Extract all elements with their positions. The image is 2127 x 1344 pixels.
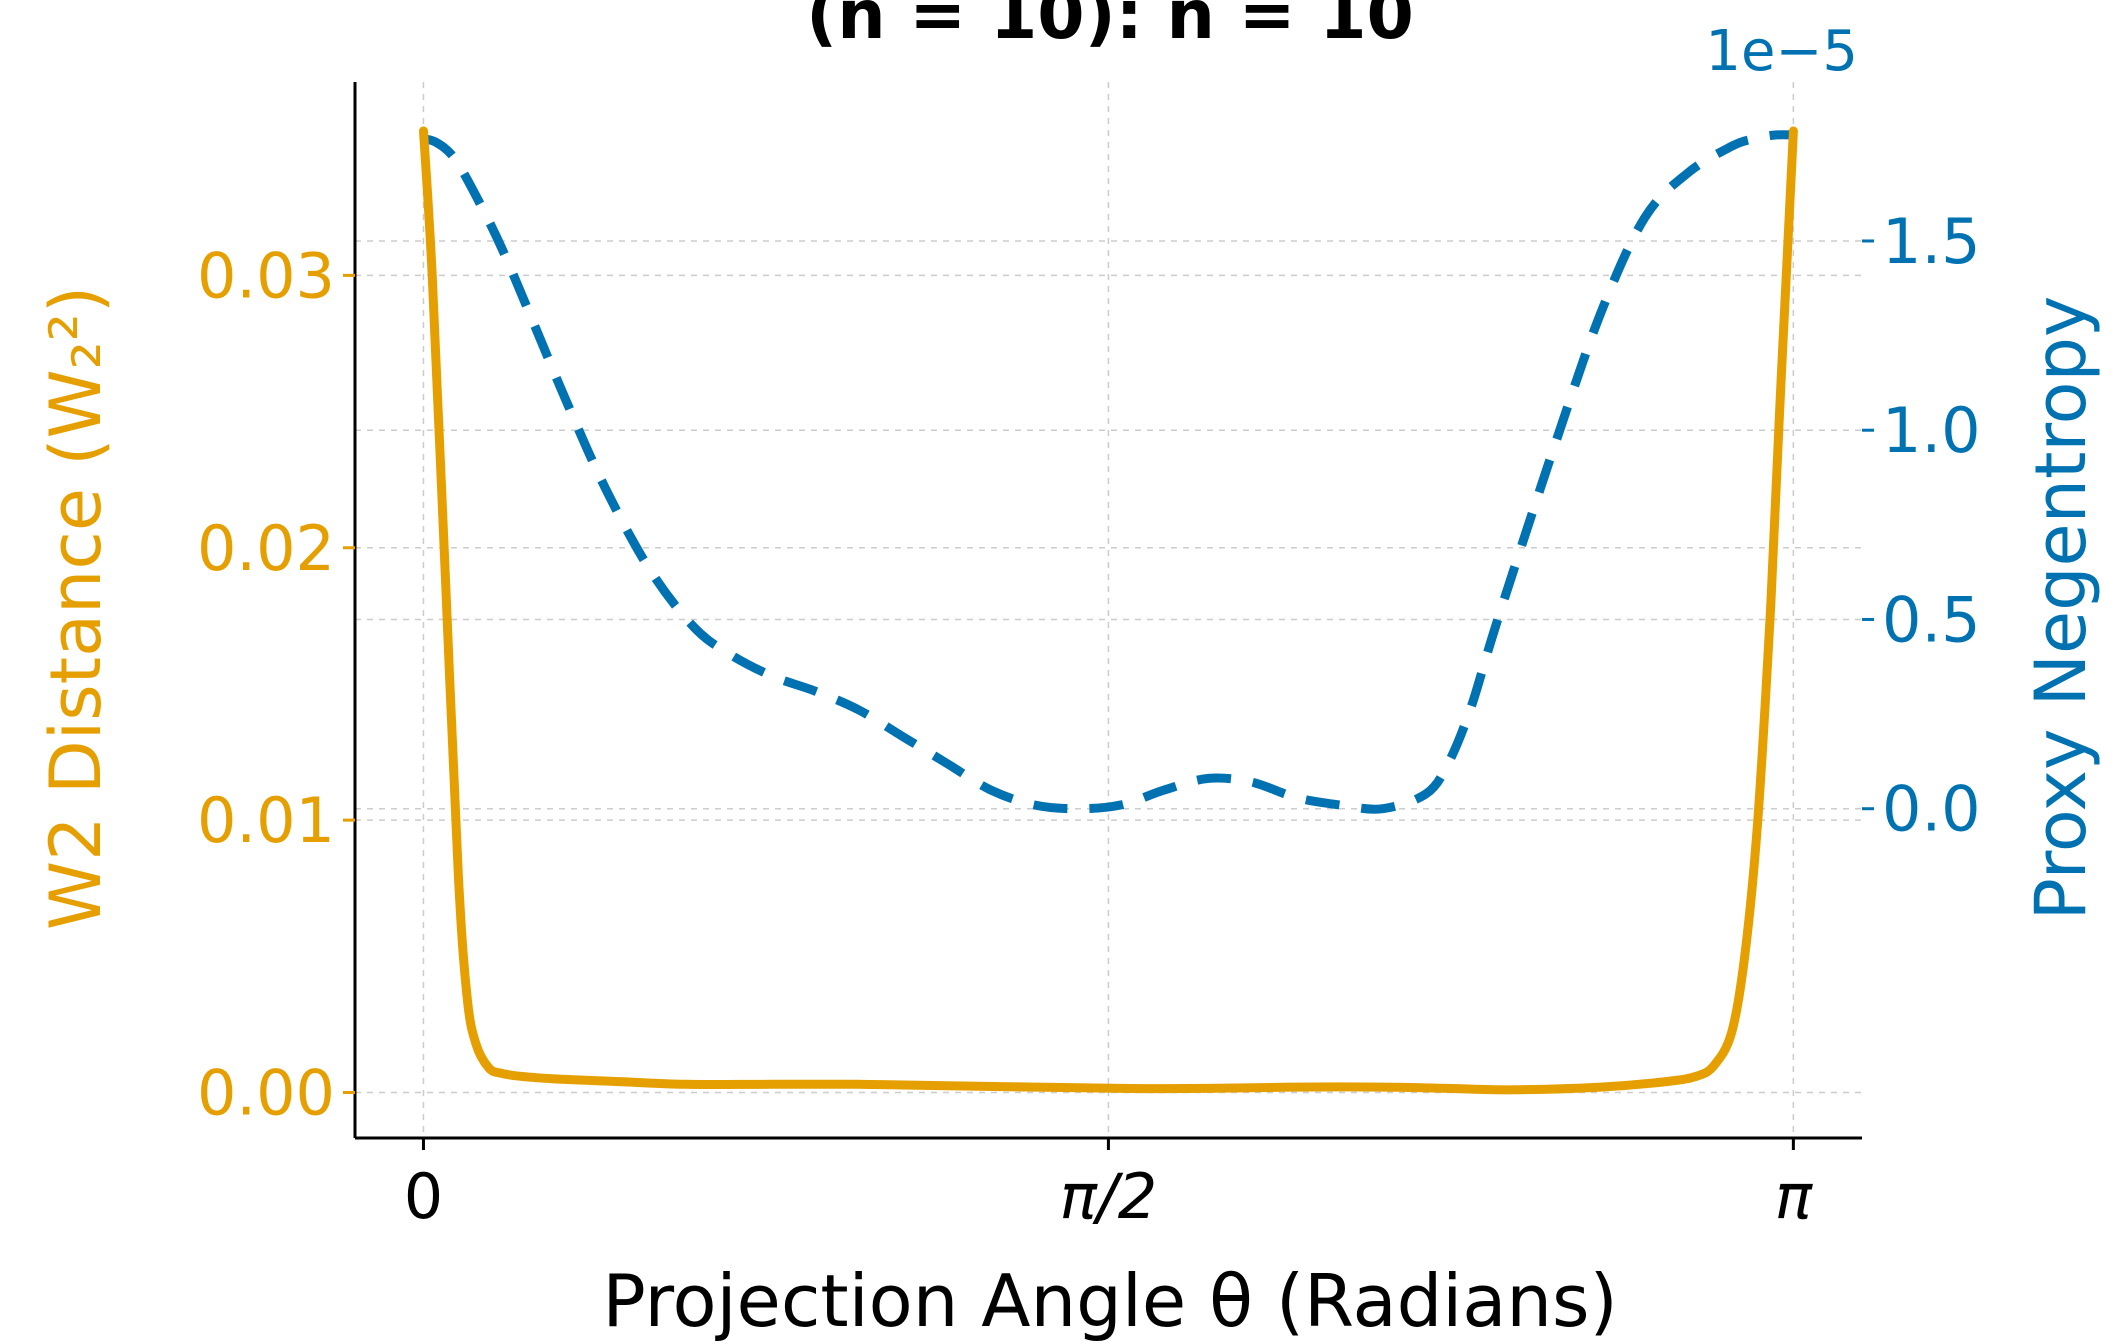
x-tick-label-1: π/2 [1060, 1160, 1158, 1233]
right-axis-multiplier: 1e−5 [1705, 19, 1858, 84]
grid [355, 82, 1862, 1138]
x-tick-label-0: 0 [404, 1160, 443, 1233]
y-axis-label-left: W2 Distance (W₂²) [35, 286, 117, 930]
proxy-negentropy-line [422, 130, 1794, 814]
x-axis-label: Projection Angle θ (Radians) [602, 1259, 1617, 1343]
y-axis-label-right: Proxy Negentropy [2020, 296, 2102, 921]
y-left-tick-label-2: 0.02 [197, 512, 335, 585]
y-left-tick-label-3: 0.03 [197, 239, 335, 312]
y-right-tick-label-2: 1.0 [1882, 394, 1981, 467]
y-right-tick-label-0: 0.0 [1882, 773, 1981, 846]
ticks: 0 π/2 π 0.00 0.01 0.02 0.03 0.0 0.5 1.0 1.5 [197, 205, 1981, 1233]
y-left-tick-label-1: 0.01 [197, 784, 335, 857]
chart-title: (n = 10): n = 10 [806, 0, 1414, 55]
y-right-tick-label-3: 1.5 [1882, 205, 1981, 278]
w2-distance-line [419, 126, 1798, 1095]
y-left-tick-label-0: 0.00 [197, 1057, 335, 1130]
series-layer [419, 126, 1798, 1095]
x-tick-label-2: π [1775, 1160, 1814, 1233]
y-right-tick-label-1: 0.5 [1882, 583, 1981, 656]
